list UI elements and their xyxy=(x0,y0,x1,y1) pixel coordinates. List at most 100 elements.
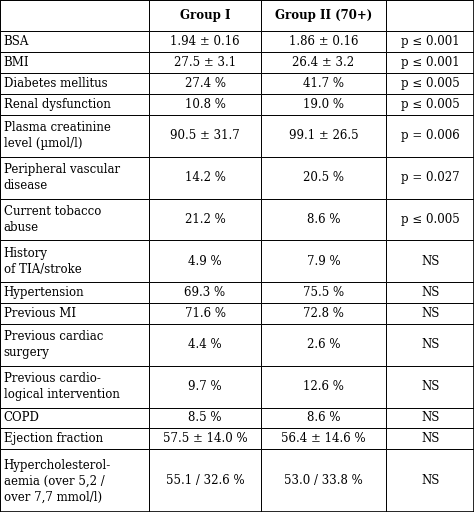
Bar xyxy=(386,240,474,282)
Bar xyxy=(261,199,386,240)
Text: COPD: COPD xyxy=(4,412,40,424)
Text: NS: NS xyxy=(421,380,439,393)
Bar xyxy=(261,366,386,408)
Text: 57.5 ± 14.0 %: 57.5 ± 14.0 % xyxy=(163,432,247,445)
Text: NS: NS xyxy=(421,286,439,299)
Bar xyxy=(386,94,474,115)
Bar xyxy=(386,31,474,52)
Bar xyxy=(0,94,149,115)
Text: p ≤ 0.005: p ≤ 0.005 xyxy=(401,77,459,90)
Text: Peripheral vascular
disease: Peripheral vascular disease xyxy=(4,163,120,192)
Bar xyxy=(261,450,386,512)
Bar xyxy=(386,0,474,31)
Bar xyxy=(386,157,474,199)
Text: 20.5 %: 20.5 % xyxy=(303,171,344,184)
Bar xyxy=(386,199,474,240)
Text: Previous cardio-
logical intervention: Previous cardio- logical intervention xyxy=(4,372,119,401)
Text: 56.4 ± 14.6 %: 56.4 ± 14.6 % xyxy=(281,432,366,445)
Text: 26.4 ± 3.2: 26.4 ± 3.2 xyxy=(292,56,355,69)
Text: Previous MI: Previous MI xyxy=(4,307,76,320)
Bar xyxy=(386,115,474,157)
Text: NS: NS xyxy=(421,412,439,424)
Bar xyxy=(0,408,149,429)
Bar xyxy=(149,366,261,408)
Bar xyxy=(0,73,149,94)
Text: 53.0 / 33.8 %: 53.0 / 33.8 % xyxy=(284,474,363,487)
Bar xyxy=(149,429,261,450)
Bar xyxy=(386,282,474,303)
Bar xyxy=(261,240,386,282)
Text: 41.7 %: 41.7 % xyxy=(303,77,344,90)
Bar xyxy=(149,115,261,157)
Text: p = 0.006: p = 0.006 xyxy=(401,130,459,142)
Text: NS: NS xyxy=(421,474,439,487)
Text: Group II (70+): Group II (70+) xyxy=(275,9,372,22)
Bar xyxy=(149,282,261,303)
Text: Hypercholesterol-
aemia (over 5,2 /
over 7,7 mmol/l): Hypercholesterol- aemia (over 5,2 / over… xyxy=(4,459,111,504)
Text: 21.2 %: 21.2 % xyxy=(185,213,225,226)
Bar xyxy=(261,157,386,199)
Text: 69.3 %: 69.3 % xyxy=(184,286,226,299)
Bar xyxy=(261,0,386,31)
Bar xyxy=(149,52,261,73)
Bar xyxy=(386,450,474,512)
Bar xyxy=(149,324,261,366)
Bar xyxy=(0,115,149,157)
Bar xyxy=(261,429,386,450)
Bar xyxy=(149,303,261,324)
Text: p ≤ 0.005: p ≤ 0.005 xyxy=(401,98,459,111)
Bar xyxy=(386,429,474,450)
Text: Ejection fraction: Ejection fraction xyxy=(4,432,103,445)
Bar xyxy=(0,282,149,303)
Bar xyxy=(0,0,149,31)
Text: 1.86 ± 0.16: 1.86 ± 0.16 xyxy=(289,35,358,48)
Bar xyxy=(386,52,474,73)
Bar xyxy=(149,450,261,512)
Text: 8.6 %: 8.6 % xyxy=(307,213,340,226)
Text: 4.9 %: 4.9 % xyxy=(188,255,222,268)
Text: 1.94 ± 0.16: 1.94 ± 0.16 xyxy=(170,35,240,48)
Bar xyxy=(0,303,149,324)
Text: Previous cardiac
surgery: Previous cardiac surgery xyxy=(4,330,103,359)
Text: 99.1 ± 26.5: 99.1 ± 26.5 xyxy=(289,130,358,142)
Text: 72.8 %: 72.8 % xyxy=(303,307,344,320)
Text: BMI: BMI xyxy=(4,56,29,69)
Text: BSA: BSA xyxy=(4,35,29,48)
Text: 90.5 ± 31.7: 90.5 ± 31.7 xyxy=(170,130,240,142)
Text: 4.4 %: 4.4 % xyxy=(188,338,222,351)
Text: 8.5 %: 8.5 % xyxy=(188,412,222,424)
Bar xyxy=(386,366,474,408)
Bar xyxy=(149,240,261,282)
Text: 75.5 %: 75.5 % xyxy=(303,286,344,299)
Text: 8.6 %: 8.6 % xyxy=(307,412,340,424)
Bar xyxy=(261,303,386,324)
Text: 9.7 %: 9.7 % xyxy=(188,380,222,393)
Text: 71.6 %: 71.6 % xyxy=(184,307,226,320)
Text: p ≤ 0.005: p ≤ 0.005 xyxy=(401,213,459,226)
Text: 19.0 %: 19.0 % xyxy=(303,98,344,111)
Bar xyxy=(0,240,149,282)
Bar xyxy=(261,31,386,52)
Bar xyxy=(149,157,261,199)
Bar xyxy=(261,94,386,115)
Text: Plasma creatinine
level (µmol/l): Plasma creatinine level (µmol/l) xyxy=(4,121,110,150)
Text: History
of TIA/stroke: History of TIA/stroke xyxy=(4,247,82,275)
Text: 2.6 %: 2.6 % xyxy=(307,338,340,351)
Bar xyxy=(261,408,386,429)
Text: 27.5 ± 3.1: 27.5 ± 3.1 xyxy=(174,56,236,69)
Text: 27.4 %: 27.4 % xyxy=(184,77,226,90)
Bar xyxy=(261,115,386,157)
Bar xyxy=(0,52,149,73)
Bar xyxy=(386,408,474,429)
Bar xyxy=(0,366,149,408)
Text: 55.1 / 32.6 %: 55.1 / 32.6 % xyxy=(166,474,244,487)
Text: NS: NS xyxy=(421,255,439,268)
Bar xyxy=(149,73,261,94)
Text: p ≤ 0.001: p ≤ 0.001 xyxy=(401,35,459,48)
Bar xyxy=(0,324,149,366)
Bar xyxy=(149,408,261,429)
Bar xyxy=(386,73,474,94)
Bar xyxy=(386,303,474,324)
Text: p ≤ 0.001: p ≤ 0.001 xyxy=(401,56,459,69)
Text: NS: NS xyxy=(421,338,439,351)
